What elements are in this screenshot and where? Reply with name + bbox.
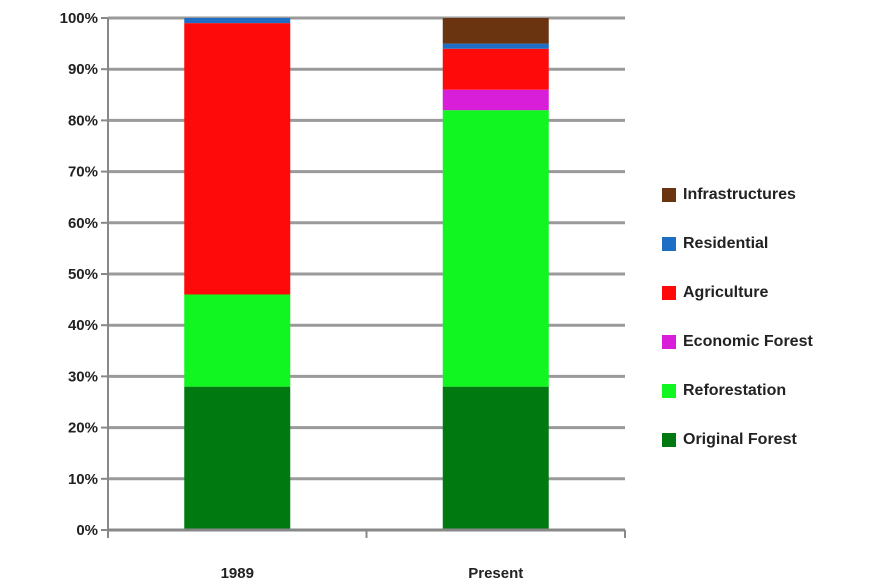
- legend-item: Reforestation: [662, 366, 872, 415]
- legend-swatch: [662, 334, 676, 349]
- legend-label: Infrastructures: [683, 185, 796, 203]
- y-tick-label: 40%: [68, 317, 98, 334]
- legend-swatch: [662, 383, 676, 398]
- y-tick-label: 50%: [68, 266, 98, 283]
- legend-swatch: [662, 285, 676, 300]
- bar-segment: [184, 23, 291, 295]
- y-tick-label: 20%: [68, 420, 98, 437]
- legend-swatch: [662, 187, 676, 202]
- legend-label: Agriculture: [683, 283, 769, 301]
- bar-segment: [184, 386, 291, 530]
- y-tick-label: 80%: [68, 112, 98, 129]
- legend-item: Economic Forest: [662, 317, 872, 366]
- bar-segment: [442, 43, 549, 49]
- legend: Infrastructures Residential Agriculture Eco…: [662, 170, 872, 464]
- bar-segment: [442, 110, 549, 387]
- y-tick-labels: 0% 10% 20% 30% 40% 50% 60% 70% 80% 90% 100%: [60, 10, 98, 539]
- legend-label: Original Forest: [683, 430, 797, 448]
- bar-segment: [442, 386, 549, 530]
- y-tick-label: 70%: [68, 164, 98, 181]
- bar-segment: [442, 89, 549, 111]
- y-tick-label: 60%: [68, 215, 98, 232]
- legend-item: Agriculture: [662, 268, 872, 317]
- x-category-label: 1989: [221, 565, 254, 582]
- axes: [107, 18, 626, 538]
- legend-item: Infrastructures: [662, 170, 872, 219]
- y-tick-label: 30%: [68, 368, 98, 385]
- legend-label: Residential: [683, 234, 769, 252]
- bar-segment: [442, 18, 549, 44]
- legend-label: Reforestation: [683, 381, 787, 399]
- x-category-labels: 1989 Present: [221, 565, 524, 582]
- bar-segment: [184, 18, 291, 24]
- y-tick-label: 100%: [60, 10, 98, 27]
- legend-label: Economic Forest: [683, 332, 813, 350]
- y-tick-label: 0%: [76, 522, 98, 539]
- y-tick-label: 90%: [68, 61, 98, 78]
- y-tick-label: 10%: [68, 471, 98, 488]
- bar-segment: [442, 48, 549, 90]
- legend-item: Residential: [662, 219, 872, 268]
- x-category-label: Present: [468, 565, 523, 582]
- bars: [184, 18, 549, 530]
- bar-segment: [184, 294, 291, 387]
- legend-swatch: [662, 432, 676, 447]
- legend-item: Original Forest: [662, 415, 872, 464]
- legend-swatch: [662, 236, 676, 251]
